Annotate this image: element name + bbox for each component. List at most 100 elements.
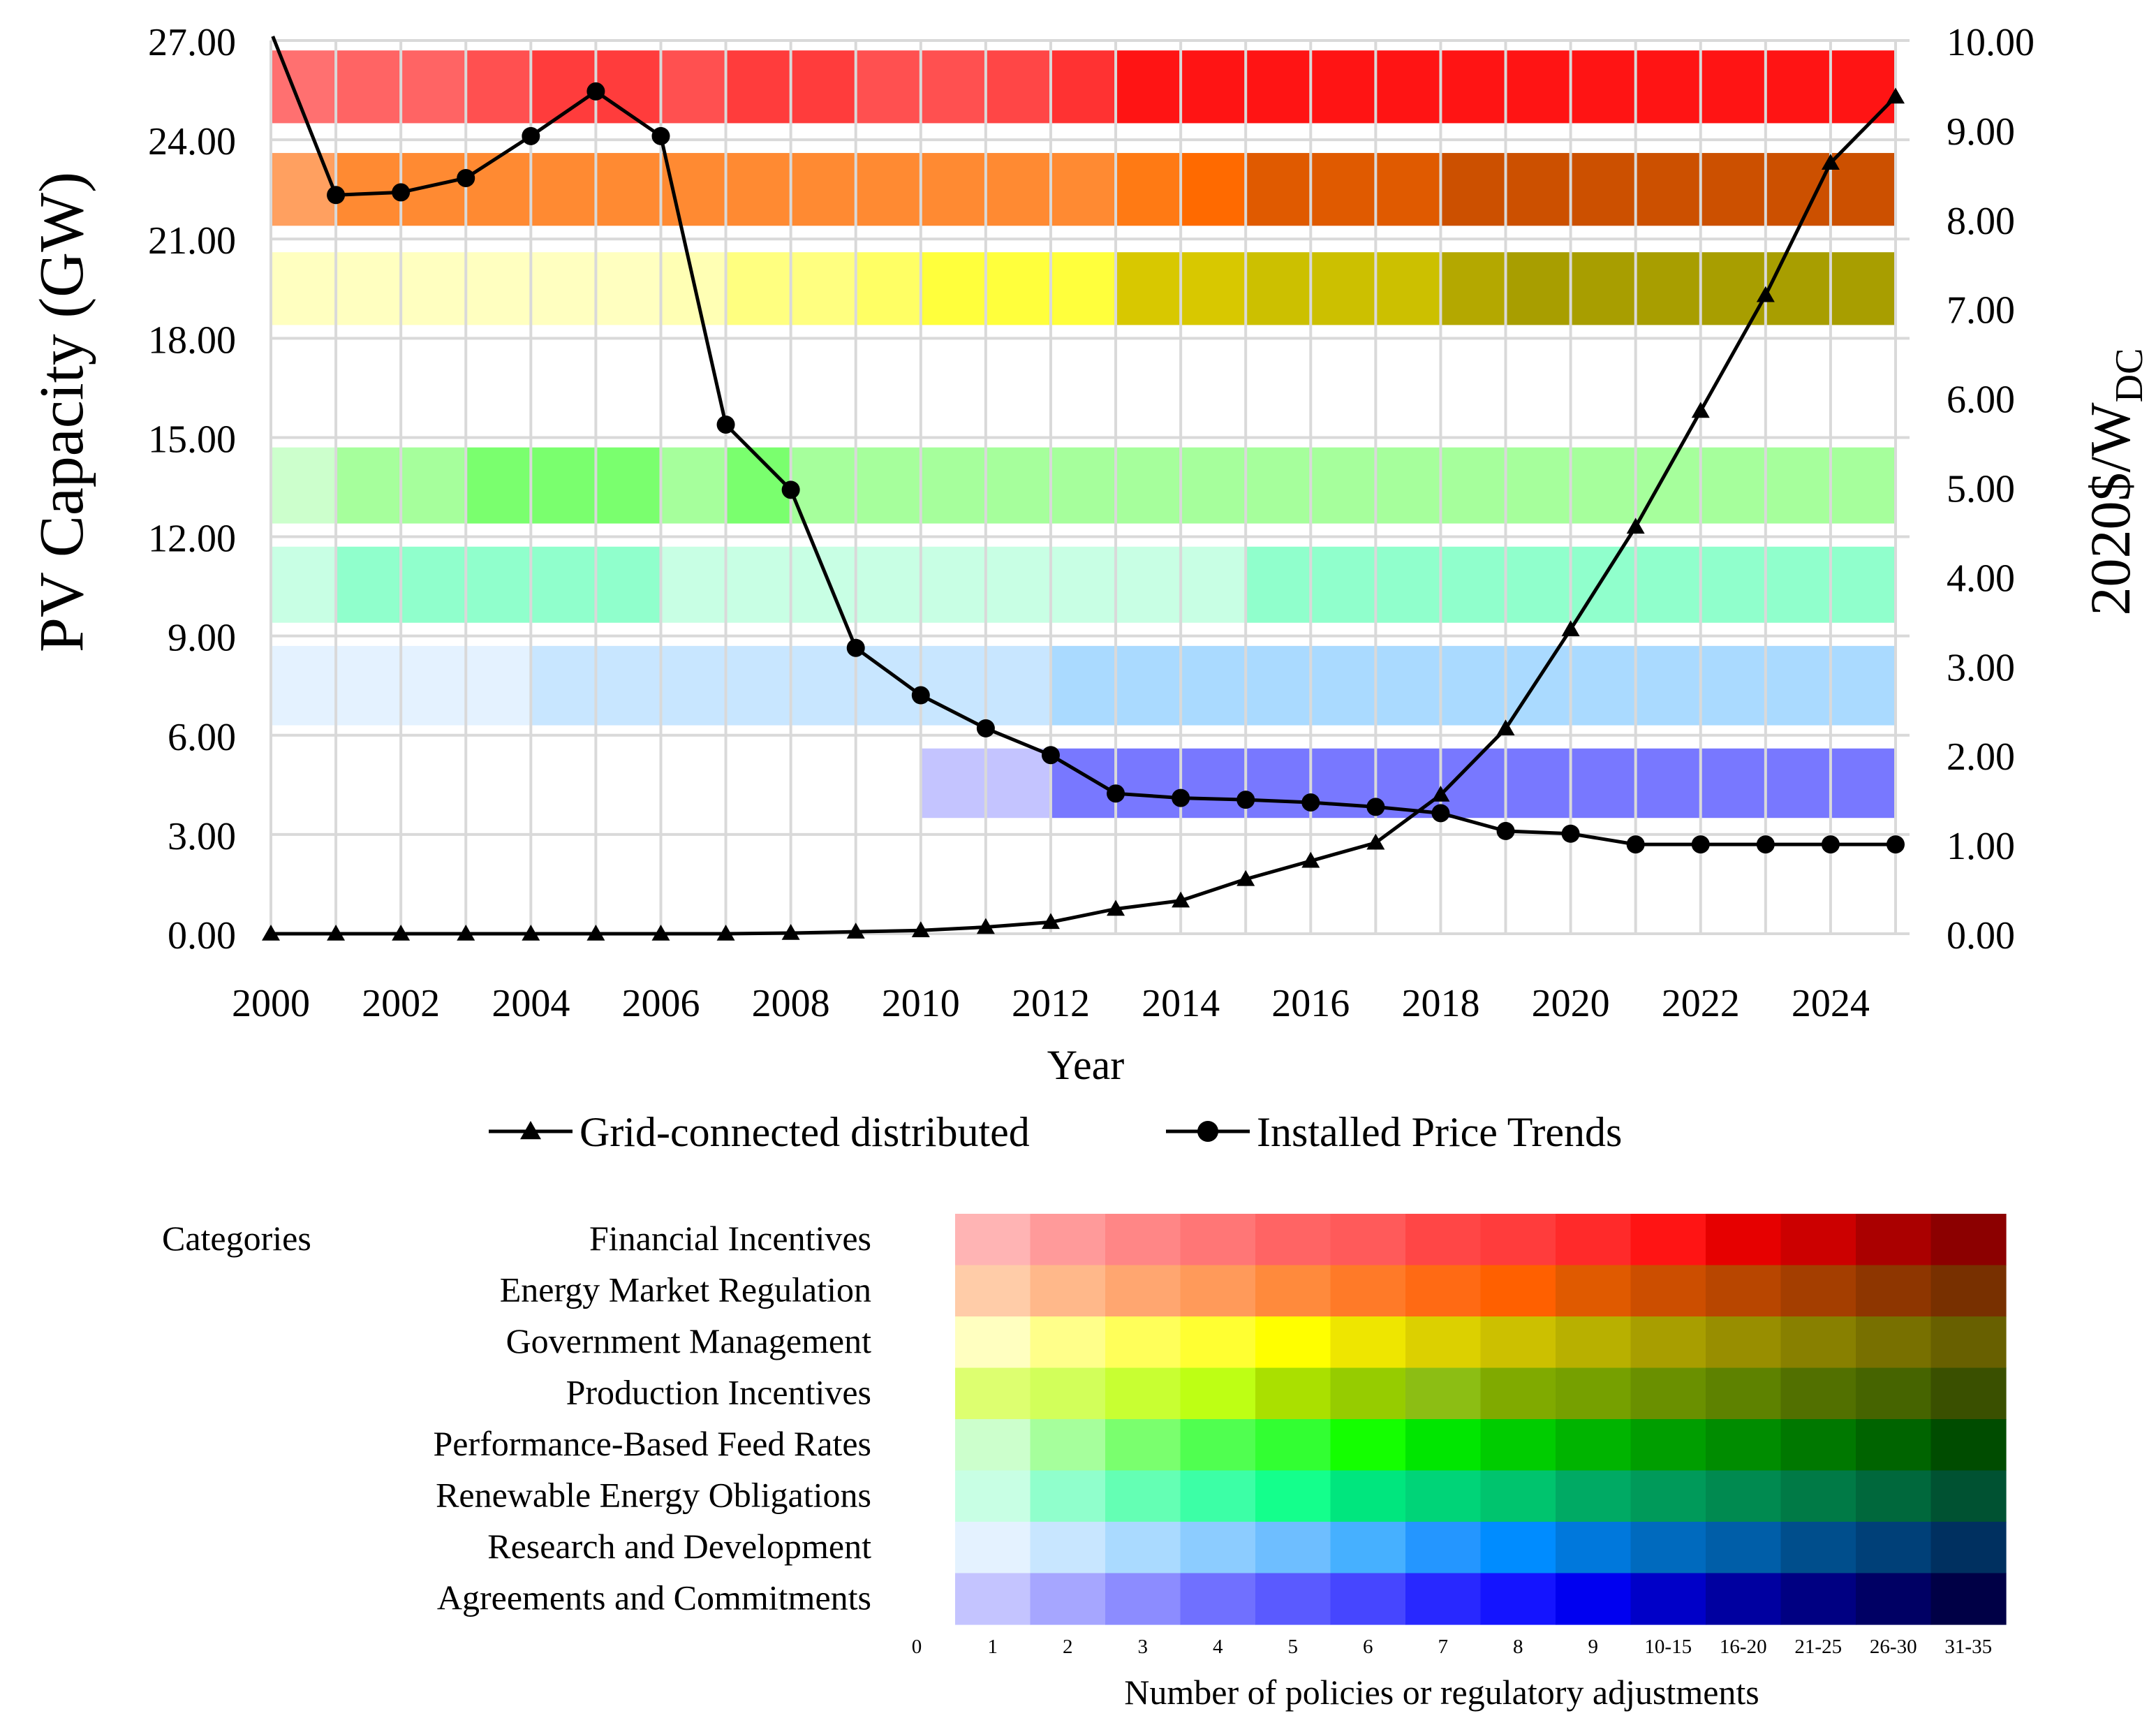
y-right-tick-label: 2.00 [1947, 735, 2015, 779]
matrix-cell [1480, 1573, 1556, 1625]
matrix-cell [1930, 1522, 2007, 1574]
matrix-cell [1330, 1265, 1406, 1317]
matrix-cell [1780, 1573, 1856, 1625]
matrix-cell [955, 1419, 1031, 1471]
matrix-cell [1856, 1470, 1932, 1522]
policy-band-cell [1505, 546, 1571, 623]
matrix-cell [1105, 1367, 1181, 1420]
series-point-circle [1236, 791, 1255, 809]
series-point-circle [1301, 793, 1320, 812]
matrix-scale-label: 6 [1363, 1636, 1373, 1658]
matrix-cell [1630, 1214, 1706, 1266]
matrix-cell [1706, 1367, 1782, 1420]
policy-band-cell [1375, 153, 1441, 226]
matrix-scale-label: 31-35 [1944, 1636, 1992, 1658]
policy-band-cell [1700, 447, 1766, 524]
matrix-cell [1706, 1522, 1782, 1574]
policy-band-cell [985, 645, 1051, 726]
matrix-cell [1630, 1522, 1706, 1574]
policy-band-cell [271, 645, 337, 726]
y-right-tick-label: 10.00 [1947, 21, 2035, 64]
series-point-circle [327, 186, 346, 205]
matrix-cell [1930, 1367, 2007, 1420]
matrix-cell [1105, 1522, 1181, 1574]
policy-band-cell [1765, 252, 1831, 325]
series-point-circle [457, 168, 475, 187]
series-point-triangle [586, 925, 605, 941]
series-point-triangle [1431, 786, 1450, 802]
matrix-scale-label: 3 [1138, 1636, 1149, 1658]
policy-band-cell [466, 447, 531, 524]
policy-band-cell [1116, 50, 1181, 124]
matrix-cell [1780, 1316, 1856, 1369]
policy-band-cell [920, 252, 986, 325]
policy-band-cell [1181, 50, 1246, 124]
policy-band-cell [1765, 546, 1831, 623]
policy-band-cell [985, 447, 1051, 524]
matrix-cell [1630, 1419, 1706, 1471]
policy-band-cell [1700, 645, 1766, 726]
policy-band-cell [660, 546, 726, 623]
y-left-tick-label: 12.00 [148, 518, 236, 561]
policy-band-cell [466, 252, 531, 325]
matrix-scale-label: 9 [1588, 1636, 1599, 1658]
series-point-triangle [1561, 620, 1580, 636]
series-point-triangle [1236, 869, 1255, 886]
policy-band-cell [1246, 252, 1311, 325]
matrix-cell [1105, 1214, 1181, 1266]
policy-band-cell [1830, 546, 1896, 623]
matrix-cell [1930, 1214, 2007, 1266]
policy-band-cell [271, 252, 337, 325]
series-point-triangle [1172, 891, 1190, 908]
policy-band-cell [660, 447, 726, 524]
policy-band-cell [1570, 748, 1636, 819]
policy-band-cell [985, 748, 1051, 819]
legend-marker-circle [1197, 1121, 1218, 1142]
y-left-tick-label: 9.00 [168, 617, 236, 660]
matrix-cell [1630, 1265, 1706, 1317]
policy-band-cell [1310, 50, 1376, 124]
policy-band-cell [1375, 447, 1441, 524]
matrix-cell [1556, 1316, 1632, 1369]
policy-band-cell [920, 447, 986, 524]
series-point-triangle [716, 925, 735, 941]
matrix-cell [1556, 1265, 1632, 1317]
matrix-cell [1255, 1316, 1331, 1369]
policy-band-cell [1830, 252, 1896, 325]
matrix-cell [1255, 1265, 1331, 1317]
x-tick-label: 2008 [752, 982, 830, 1025]
policy-band-cell [660, 153, 726, 226]
series-point-triangle [651, 925, 670, 941]
policy-band-cell [1765, 645, 1831, 726]
y-left-tick-label: 18.00 [148, 318, 236, 362]
matrix-scale-label: 1 [988, 1636, 998, 1658]
policy-band-cell [855, 447, 921, 524]
policy-band-cell [1246, 645, 1311, 726]
policy-band-cell [1050, 447, 1116, 524]
policy-band-cell [660, 50, 726, 124]
matrix-cell [1105, 1316, 1181, 1369]
matrix-cell [955, 1265, 1031, 1317]
y-left-tick-label: 0.00 [168, 914, 236, 957]
policy-band-cell [1505, 153, 1571, 226]
matrix-cell [1255, 1522, 1331, 1574]
policy-band-cell [790, 153, 856, 226]
matrix-scale-label: 7 [1438, 1636, 1449, 1658]
matrix-cell [1630, 1573, 1706, 1625]
matrix-cell [1180, 1316, 1256, 1369]
policy-band-cell [1440, 447, 1506, 524]
y-right-tick-label: 6.00 [1947, 379, 2015, 422]
policy-band-cell [1181, 252, 1246, 325]
matrix-cell [1405, 1573, 1482, 1625]
policy-band-cell [1570, 252, 1636, 325]
policy-band-cell [1246, 748, 1311, 819]
matrix-cell [1330, 1214, 1406, 1266]
y-left-tick-label: 27.00 [148, 21, 236, 64]
policy-band-cell [1310, 447, 1376, 524]
matrix-row-label: Renewable Energy Obligations [436, 1476, 871, 1515]
policy-band-cell [596, 546, 661, 623]
policy-band-cell [1440, 645, 1506, 726]
matrix-cell [1255, 1470, 1331, 1522]
matrix-cell [1330, 1522, 1406, 1574]
matrix-cell [1630, 1316, 1706, 1369]
